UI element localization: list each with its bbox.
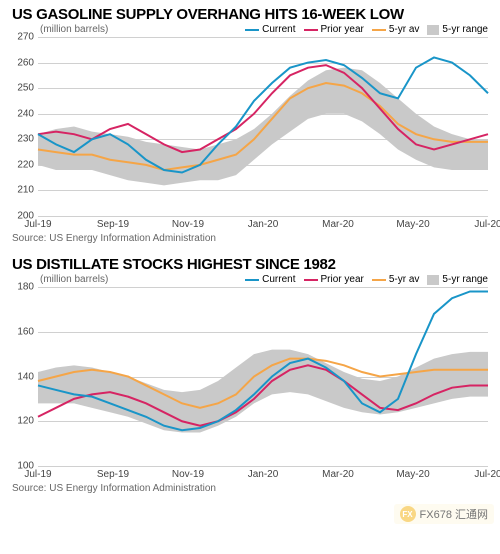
watermark-text: FX678 汇通网 [420,506,488,522]
y-tick: 270 [6,32,34,43]
legend-label: 5-yr av [389,24,420,35]
y-tick: 210 [6,185,34,196]
legend: Current Prior year 5-yr av 5-yr range [245,24,488,35]
x-tick: May-20 [396,219,429,230]
y-tick: 160 [6,326,34,337]
y-tick: 260 [6,57,34,68]
x-tick: Jan-20 [248,469,279,480]
legend-label: Current [262,274,295,285]
legend-swatch [372,279,386,281]
x-tick: Sep-19 [97,469,129,480]
legend-label: Prior year [321,24,364,35]
y-tick: 140 [6,371,34,382]
x-tick: Jan-20 [248,219,279,230]
y-tick: 240 [6,108,34,119]
x-tick: Mar-20 [322,469,354,480]
legend-item: 5-yr range [427,24,488,35]
legend-swatch [245,279,259,281]
unit-label: (million barrels) [40,24,108,35]
plot-area: 200210220230240250260270 [38,37,488,217]
x-axis: Jul-19Sep-19Nov-19Jan-20Mar-20May-20Jul-… [38,217,488,231]
x-tick: Sep-19 [97,219,129,230]
x-tick: Mar-20 [322,219,354,230]
legend-label: 5-yr av [389,274,420,285]
legend: Current Prior year 5-yr av 5-yr range [245,274,488,285]
x-tick: Nov-19 [172,219,204,230]
legend-label: Prior year [321,274,364,285]
legend-swatch [245,29,259,31]
watermark: FX FX678 汇通网 [394,504,494,524]
unit-label: (million barrels) [40,274,108,285]
y-tick: 230 [6,134,34,145]
y-tick: 220 [6,159,34,170]
x-tick: Jul-19 [24,469,51,480]
series-svg [38,287,488,466]
chart-title: US DISTILLATE STOCKS HIGHEST SINCE 1982 [0,250,500,275]
y-tick: 120 [6,416,34,427]
watermark-badge: FX [400,506,416,522]
series-svg [38,37,488,216]
x-axis: Jul-19Sep-19Nov-19Jan-20Mar-20May-20Jul-… [38,467,488,481]
chart-title: US GASOLINE SUPPLY OVERHANG HITS 16-WEEK… [0,0,500,25]
legend-item: 5-yr av [372,24,420,35]
legend-item: Prior year [304,274,364,285]
legend-swatch [427,25,439,35]
legend-label: Current [262,24,295,35]
x-tick: Nov-19 [172,469,204,480]
legend-item: Current [245,274,295,285]
legend-swatch [304,29,318,31]
x-tick: Jul-20 [474,219,500,230]
gasoline-chart: US GASOLINE SUPPLY OVERHANG HITS 16-WEEK… [0,0,500,250]
x-tick: Jul-20 [474,469,500,480]
legend-item: Current [245,24,295,35]
source-text: Source: US Energy Information Administra… [0,231,500,250]
y-tick: 180 [6,282,34,293]
distillate-chart: US DISTILLATE STOCKS HIGHEST SINCE 1982(… [0,250,500,500]
x-tick: May-20 [396,469,429,480]
x-tick: Jul-19 [24,219,51,230]
legend-swatch [372,29,386,31]
legend-item: Prior year [304,24,364,35]
legend-label: 5-yr range [442,274,488,285]
y-tick: 250 [6,83,34,94]
plot-area: 100120140160180 [38,287,488,467]
legend-item: 5-yr range [427,274,488,285]
range-area [38,68,488,186]
legend-swatch [427,275,439,285]
legend-swatch [304,279,318,281]
legend-label: 5-yr range [442,24,488,35]
source-text: Source: US Energy Information Administra… [0,481,500,500]
legend-item: 5-yr av [372,274,420,285]
